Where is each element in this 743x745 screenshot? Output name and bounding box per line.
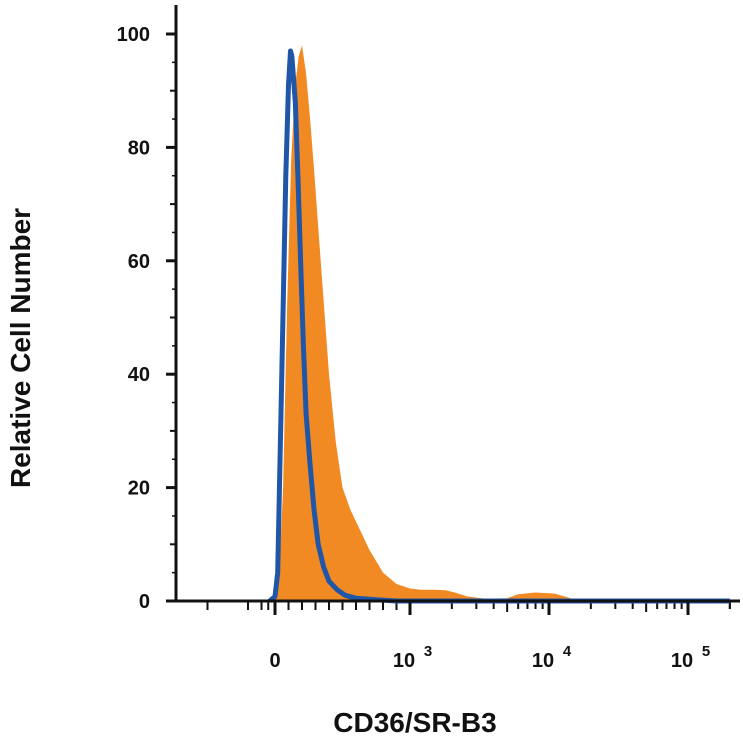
x-tick-label: 0 bbox=[269, 650, 280, 672]
y-tick-label: 100 bbox=[117, 24, 150, 46]
series-filled-histogram bbox=[269, 45, 730, 602]
y-tick-label: 60 bbox=[128, 251, 150, 273]
y-tick-label: 0 bbox=[139, 591, 150, 613]
x-tick-label: 10 bbox=[393, 650, 415, 672]
x-tick-exponent: 4 bbox=[563, 643, 572, 660]
x-tick-label: 10 bbox=[532, 650, 554, 672]
y-tick-label: 20 bbox=[128, 478, 150, 500]
x-tick-exponent: 5 bbox=[702, 643, 710, 660]
y-tick-label: 80 bbox=[128, 137, 150, 159]
y-axis-ticks: 0 20 40 60 80 100 bbox=[117, 24, 176, 613]
x-tick-label: 10 bbox=[671, 650, 693, 672]
x-axis-ticks: 0 10 3 10 4 10 5 bbox=[269, 601, 710, 672]
series-line-histogram bbox=[267, 48, 730, 604]
y-axis-title: Relative Cell Number bbox=[5, 208, 36, 488]
y-tick-label: 40 bbox=[128, 364, 150, 386]
x-axis-title: CD36/SR-B3 bbox=[333, 707, 496, 738]
x-tick-exponent: 3 bbox=[424, 643, 432, 660]
